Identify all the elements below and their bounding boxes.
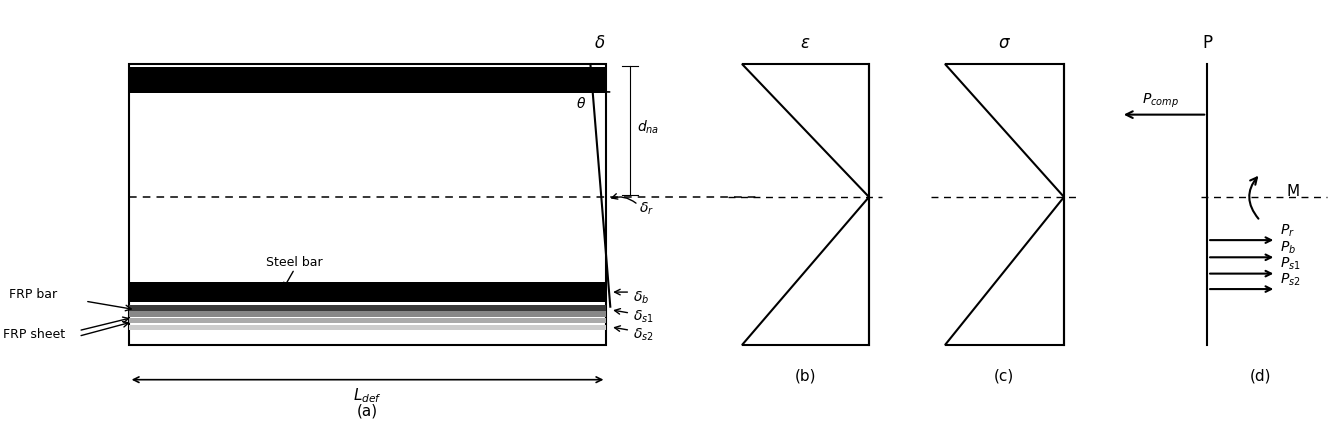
Text: $\delta_r$: $\delta_r$ (639, 200, 654, 217)
Text: $d_{na}$: $d_{na}$ (637, 118, 659, 136)
Text: $P_{s1}$: $P_{s1}$ (1280, 256, 1301, 272)
Bar (129, 282, 606, 302)
Bar (129, 312, 606, 317)
Bar (129, 305, 606, 315)
Text: $\varepsilon$: $\varepsilon$ (801, 34, 810, 52)
Text: (a): (a) (357, 402, 378, 417)
Text: (d): (d) (1249, 368, 1271, 383)
Text: $P_{s2}$: $P_{s2}$ (1280, 271, 1301, 287)
Bar (129, 326, 606, 331)
Text: M: M (1287, 184, 1300, 199)
Text: $\delta_{s1}$: $\delta_{s1}$ (633, 308, 654, 325)
Text: Steel bar: Steel bar (266, 255, 322, 268)
Text: FRP sheet: FRP sheet (3, 327, 65, 340)
Bar (129, 65, 606, 345)
Polygon shape (742, 65, 868, 198)
Polygon shape (944, 198, 1064, 345)
Polygon shape (742, 198, 868, 345)
Text: $\delta_{s2}$: $\delta_{s2}$ (633, 326, 654, 342)
Text: (b): (b) (794, 368, 817, 383)
Text: $L_{def}$: $L_{def}$ (353, 385, 382, 404)
Text: $P_r$: $P_r$ (1280, 222, 1295, 238)
Text: $\delta_b$: $\delta_b$ (633, 289, 649, 305)
Text: $\sigma$: $\sigma$ (998, 34, 1011, 52)
Text: $P_b$: $P_b$ (1280, 239, 1296, 256)
Bar (129, 319, 606, 324)
Text: (c): (c) (994, 368, 1015, 383)
Text: P: P (1201, 34, 1212, 52)
Text: FRP bar: FRP bar (9, 287, 57, 300)
Text: $\delta$: $\delta$ (594, 34, 605, 52)
Polygon shape (944, 65, 1064, 198)
Bar (129, 68, 606, 94)
Text: $P_{comp}$: $P_{comp}$ (1143, 92, 1179, 110)
Text: $\theta$: $\theta$ (575, 96, 586, 111)
